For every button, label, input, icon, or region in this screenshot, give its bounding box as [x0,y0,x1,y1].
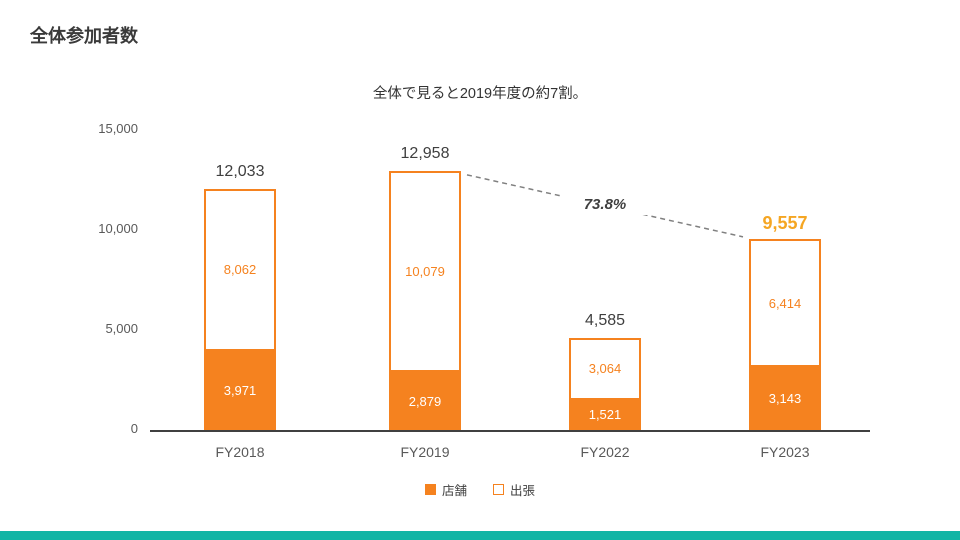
page-title: 全体参加者数 [30,26,138,46]
bar-segment-店舗-FY2022: 1,521 [569,399,641,430]
legend-label-trip: 出張 [510,484,536,498]
segment-value: 10,079 [405,264,445,280]
segment-value: 8,062 [223,262,257,278]
bar-FY2022: 3,064 1,521 [569,338,641,430]
segment-value: 3,064 [588,361,622,377]
bar-FY2023: 6,414 3,143 [749,238,821,430]
bar-segment-出張-FY2023: 6,414 [749,238,821,368]
bar-segment-出張-FY2022: 3,064 [569,338,641,400]
x-tick-FY2022: FY2022 [580,444,630,460]
bar-segment-店舗-FY2019: 2,879 [389,372,461,430]
segment-value: 6,414 [768,295,802,311]
total-label-FY2018: 12,033 [215,163,265,181]
y-tick-10000: 10,000 [98,221,138,236]
x-tick-FY2023: FY2023 [760,444,810,460]
x-tick-FY2018: FY2018 [215,444,265,460]
plot-area: 8,062 3,971 12,033 FY2018 10,079 2,879 12,958 F… [150,130,870,460]
total-label-FY2022: 4,585 [584,312,626,330]
segment-value: 3,143 [768,391,802,407]
bottom-accent-strip [0,531,960,540]
legend: 店舗 出張 [0,480,960,499]
bar-segment-出張-FY2018: 8,062 [204,189,276,351]
legend-item-store: 店舗 [424,480,467,499]
bar-segment-出張-FY2019: 10,079 [389,170,461,373]
annotation-percentage: 73.8% [560,193,650,215]
legend-label-store: 店舗 [441,484,467,498]
y-axis: 15,000 10,000 5,000 0 [80,121,138,436]
bar-FY2018: 8,062 3,971 [204,189,276,430]
y-tick-5000: 5,000 [105,321,138,336]
legend-swatch-filled-icon [424,484,436,495]
bar-segment-店舗-FY2018: 3,971 [204,350,276,430]
segment-value: 3,971 [223,382,257,398]
chart-subtitle: 全体で見ると2019年度の約7割。 [372,86,588,102]
legend-item-trip: 出張 [493,480,535,499]
bar-FY2019: 10,079 2,879 [389,170,461,430]
legend-swatch-outline-icon [493,484,504,495]
y-tick-15000: 15,000 [98,121,138,136]
x-tick-FY2019: FY2019 [400,444,450,460]
bar-segment-店舗-FY2023: 3,143 [749,367,821,430]
segment-value: 2,879 [408,393,442,409]
total-label-FY2019: 12,958 [400,144,450,162]
stacked-bar-chart: 15,000 10,000 5,000 0 8,062 3,971 12,033 FY201… [80,120,880,500]
total-label-FY2023: 9,557 [762,212,808,233]
y-tick-0: 0 [130,421,138,436]
segment-value: 1,521 [588,407,622,423]
annotation-line [466,174,744,238]
